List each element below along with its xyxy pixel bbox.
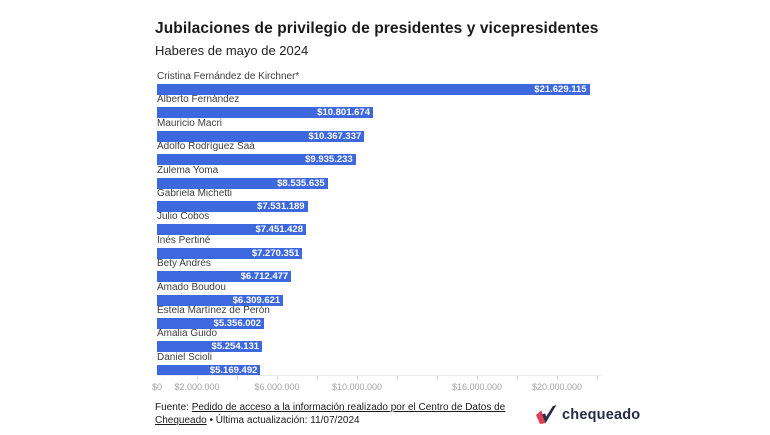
bar: $7.270.351 bbox=[157, 247, 303, 259]
bar-category-label: Zulema Yoma bbox=[157, 164, 219, 176]
bar-category-label: Alberto Fernández bbox=[157, 94, 240, 106]
bar-category-label: Gabriela Michetti bbox=[157, 187, 233, 199]
bar-category-label: Daniel Scioli bbox=[157, 351, 213, 363]
axis-tick bbox=[517, 376, 518, 380]
bar: $7.451.428 bbox=[157, 224, 306, 236]
axis-tick bbox=[197, 376, 198, 380]
bar: $21.629.115 bbox=[157, 84, 590, 95]
bar-category-label: Cristina Fernández de Kirchner* bbox=[157, 71, 300, 82]
axis-tick-label: $6.000.000 bbox=[254, 382, 300, 392]
bar-value-label: $7.531.189 bbox=[257, 200, 305, 212]
bar-value-label: $10.367.337 bbox=[308, 130, 362, 142]
bar: $10.367.337 bbox=[157, 130, 365, 142]
source-prefix: Fuente: bbox=[155, 402, 192, 413]
bar: $5.169.492 bbox=[157, 364, 261, 376]
x-axis: $0 $2.000.000 $6.000.000 $10.000.000 $16.000… bbox=[152, 375, 602, 397]
bar-row: Alberto Fernández $10.801.674 bbox=[157, 94, 612, 119]
bar-row: Daniel Scioli $5.169.492 bbox=[157, 351, 612, 376]
axis-tick-label: $16.000.000 bbox=[451, 382, 503, 392]
bar-value-label: $21.629.115 bbox=[534, 84, 587, 95]
bar-value-label: $5.169.492 bbox=[209, 364, 258, 376]
bar-value-label: $10.801.674 bbox=[317, 107, 370, 119]
axis-tick bbox=[597, 376, 598, 380]
bar-row: Amalia Guido $5.254.131 bbox=[157, 328, 612, 353]
checkmark-icon bbox=[534, 405, 558, 425]
plot-area: Cristina Fernández de Kirchner* $21.629.1… bbox=[157, 71, 612, 376]
axis-tick-label: $20.000.000 bbox=[531, 382, 583, 392]
bar-category-label: Inés Pertiné bbox=[157, 234, 211, 246]
bar: $7.531.189 bbox=[157, 200, 308, 212]
bar: $6.712.477 bbox=[157, 271, 292, 283]
axis-tick bbox=[437, 376, 438, 380]
bar-row: Bety Andrés $6.712.477 bbox=[157, 258, 612, 283]
source-note: Fuente: Pedido de acceso a la informació… bbox=[155, 402, 535, 427]
bar-row: Cristina Fernández de Kirchner* $21.629.1… bbox=[157, 71, 612, 95]
bar-category-label: Bety Andrés bbox=[157, 258, 211, 270]
bar-value-label: $7.451.428 bbox=[255, 224, 303, 236]
chequeado-logo-text: chequeado bbox=[562, 407, 641, 423]
bar-value-label: $8.535.635 bbox=[277, 177, 325, 189]
chequeado-logo: chequeado bbox=[534, 404, 640, 426]
axis-tick bbox=[357, 376, 358, 380]
bar: $9.935.233 bbox=[157, 154, 356, 166]
bar-row: Adolfo Rodríguez Saá $9.935.233 bbox=[157, 141, 612, 166]
bar: $8.535.635 bbox=[157, 177, 328, 189]
bar-row: Zulema Yoma $8.535.635 bbox=[157, 164, 612, 189]
bar-category-label: Mauricio Macri bbox=[157, 117, 223, 129]
axis-tick-label: $10.000.000 bbox=[331, 382, 383, 392]
bar-category-label: Julio Cobos bbox=[157, 211, 210, 223]
x-axis-line bbox=[157, 375, 602, 376]
axis-tick bbox=[397, 376, 398, 380]
bar-row: Amado Boudou $6.309.621 bbox=[157, 281, 612, 306]
bar-category-label: Amalia Guido bbox=[157, 328, 218, 340]
bar-row: Julio Cobos $7.451.428 bbox=[157, 211, 612, 236]
bar: $5.356.002 bbox=[157, 317, 265, 329]
chart-title: Jubilaciones de privilegio de presidente… bbox=[155, 20, 599, 37]
chart-subtitle: Haberes de mayo de 2024 bbox=[155, 43, 309, 58]
bar: $6.309.621 bbox=[157, 294, 284, 306]
bar-value-label: $7.270.351 bbox=[251, 247, 300, 259]
bar-row: Mauricio Macri $10.367.337 bbox=[157, 117, 612, 142]
bar-chart: Cristina Fernández de Kirchner* $21.629.1… bbox=[152, 71, 612, 392]
bar-value-label: $6.309.621 bbox=[232, 294, 281, 306]
source-link[interactable]: Pedido de acceso a la información realiz… bbox=[155, 402, 506, 426]
source-suffix: • Última actualización: 11/07/2024 bbox=[206, 414, 360, 426]
axis-tick-label: $2.000.000 bbox=[174, 382, 220, 392]
axis-tick bbox=[557, 376, 558, 380]
bar-category-label: Amado Boudou bbox=[157, 281, 226, 293]
bar-category-label: Estela Martínez de Perón bbox=[157, 304, 270, 316]
bar: $10.801.674 bbox=[157, 107, 373, 119]
axis-tick bbox=[477, 376, 478, 380]
axis-tick bbox=[277, 376, 278, 380]
bar-value-label: $5.356.002 bbox=[213, 317, 262, 329]
bar-row: Inés Pertiné $7.270.351 bbox=[157, 234, 612, 259]
bar: $5.254.131 bbox=[157, 341, 263, 353]
bar-row: Estela Martínez de Perón $5.356.002 bbox=[157, 304, 612, 329]
bar-value-label: $5.254.131 bbox=[211, 341, 260, 353]
axis-tick-label: $0 bbox=[151, 382, 163, 392]
axis-tick bbox=[237, 376, 238, 380]
bar-category-label: Adolfo Rodríguez Saá bbox=[157, 141, 255, 153]
bar-value-label: $6.712.477 bbox=[240, 271, 289, 283]
bar-value-label: $9.935.233 bbox=[305, 154, 353, 166]
axis-tick bbox=[317, 376, 318, 380]
bar-row: Gabriela Michetti $7.531.189 bbox=[157, 187, 612, 212]
